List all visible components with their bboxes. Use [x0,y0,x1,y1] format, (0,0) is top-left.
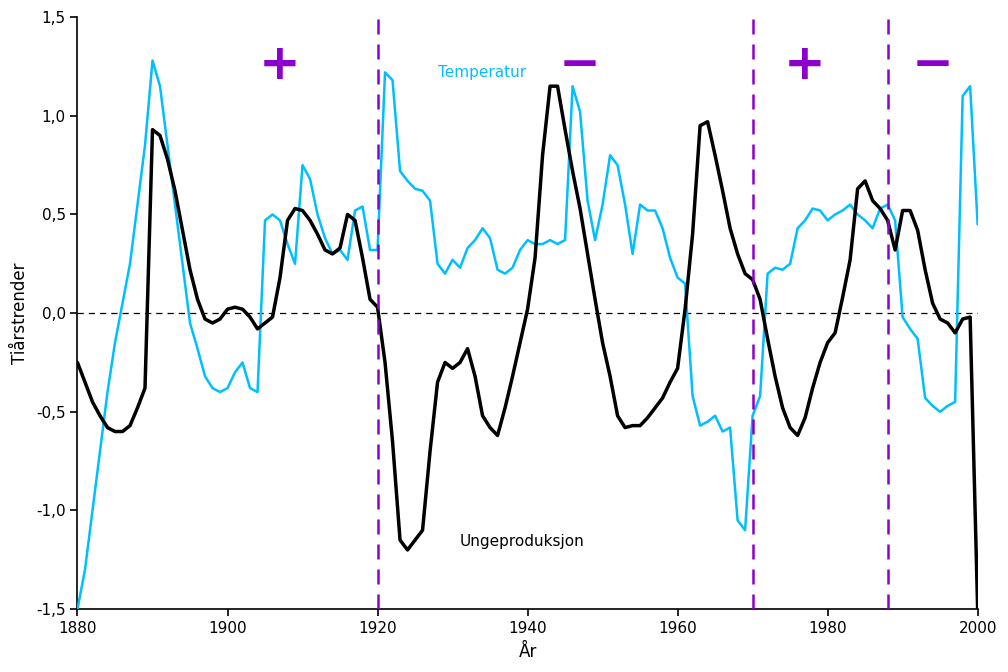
X-axis label: År: År [518,643,536,661]
Text: −: − [559,41,601,89]
Text: −: − [911,41,954,89]
Text: +: + [259,41,301,89]
Text: Temperatur: Temperatur [437,65,526,80]
Text: Ungeproduksjon: Ungeproduksjon [460,534,585,549]
Text: +: + [784,41,826,89]
Y-axis label: Tiårstrender: Tiårstrender [11,262,29,364]
